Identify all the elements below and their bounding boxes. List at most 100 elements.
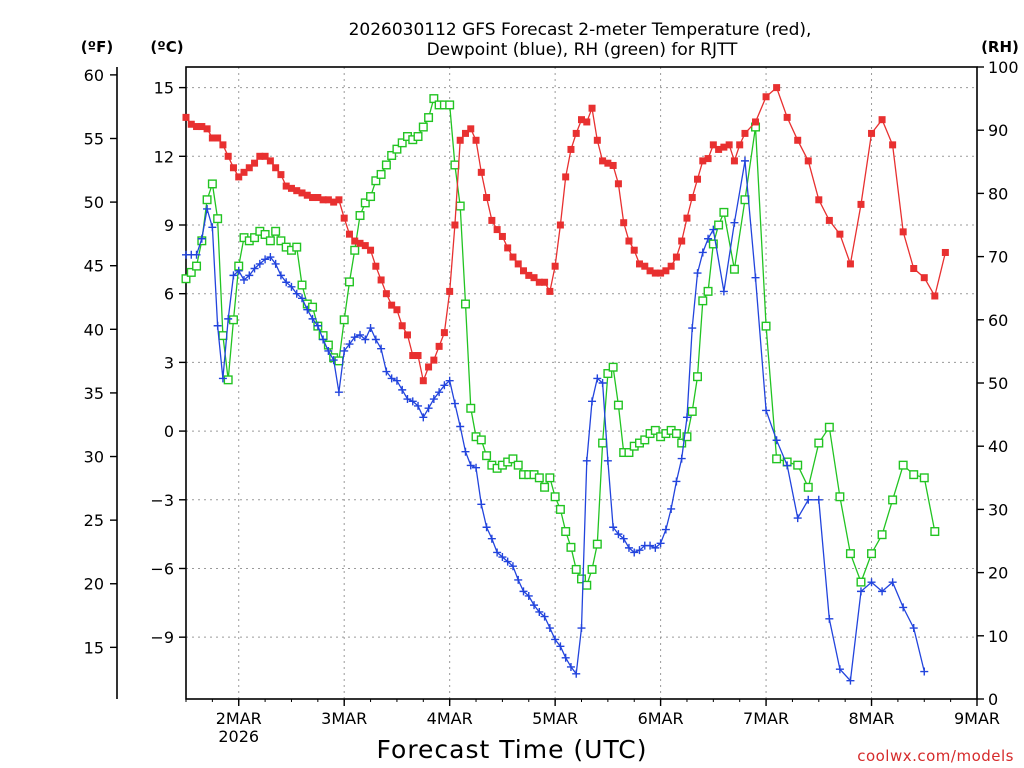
data-point bbox=[303, 305, 312, 314]
data-point bbox=[646, 267, 654, 275]
data-point bbox=[888, 495, 898, 505]
data-point bbox=[482, 451, 492, 461]
data-point bbox=[440, 381, 449, 390]
data-point bbox=[561, 653, 570, 662]
data-point bbox=[608, 362, 618, 372]
data-point bbox=[403, 395, 412, 404]
data-point bbox=[592, 539, 602, 549]
data-point bbox=[878, 587, 887, 596]
data-point bbox=[467, 125, 475, 133]
data-point bbox=[824, 422, 834, 432]
data-point bbox=[377, 276, 385, 284]
data-point bbox=[266, 157, 274, 165]
data-point bbox=[524, 591, 533, 600]
chart-title-line-1: 2026030112 GFS Forecast 2-meter Temperat… bbox=[349, 20, 812, 40]
data-point bbox=[382, 290, 390, 298]
fahrenheit-tick-label: 45 bbox=[84, 257, 104, 276]
data-point bbox=[530, 601, 539, 610]
data-point bbox=[392, 376, 401, 385]
x-tick-label: 3MAR bbox=[321, 709, 367, 728]
data-point bbox=[572, 129, 580, 137]
data-point bbox=[530, 274, 538, 282]
data-point bbox=[224, 152, 232, 160]
data-point bbox=[193, 123, 201, 131]
data-point bbox=[235, 173, 243, 181]
data-point bbox=[593, 136, 601, 144]
data-point bbox=[266, 253, 275, 262]
data-point bbox=[340, 214, 348, 222]
data-point bbox=[360, 198, 370, 208]
data-point bbox=[356, 330, 365, 339]
data-point bbox=[240, 168, 248, 176]
data-point bbox=[657, 269, 665, 277]
data-point bbox=[303, 191, 311, 199]
rh-tick-label: 90 bbox=[988, 121, 1008, 140]
plot-frame bbox=[185, 66, 978, 700]
data-point bbox=[815, 196, 823, 204]
data-point bbox=[472, 136, 480, 144]
data-point bbox=[650, 425, 660, 435]
data-point bbox=[508, 454, 518, 464]
data-point bbox=[671, 429, 681, 439]
data-point bbox=[688, 194, 696, 202]
data-point bbox=[562, 173, 570, 181]
data-point bbox=[845, 549, 855, 559]
celsius-tick-label: 12 bbox=[154, 147, 174, 166]
data-point bbox=[836, 230, 844, 238]
data-point bbox=[387, 374, 396, 383]
data-point bbox=[577, 624, 586, 633]
data-point bbox=[313, 321, 322, 330]
data-point bbox=[740, 156, 749, 165]
data-point bbox=[709, 225, 718, 234]
data-point bbox=[899, 228, 907, 236]
data-point bbox=[577, 574, 587, 584]
series-rh bbox=[181, 94, 940, 590]
data-point bbox=[835, 492, 845, 502]
data-point bbox=[272, 164, 280, 172]
data-point bbox=[361, 242, 369, 250]
data-point bbox=[588, 397, 597, 406]
data-point bbox=[704, 234, 713, 243]
data-point bbox=[920, 274, 928, 282]
data-point bbox=[198, 123, 206, 131]
data-point bbox=[730, 157, 738, 165]
data-point bbox=[682, 432, 692, 442]
data-point bbox=[240, 275, 249, 284]
data-point bbox=[388, 301, 396, 309]
data-point bbox=[619, 534, 628, 543]
data-point bbox=[440, 329, 448, 337]
data-point bbox=[187, 120, 195, 128]
data-point bbox=[197, 234, 206, 243]
data-point bbox=[614, 530, 623, 539]
celsius-unit-label: (ºC) bbox=[150, 38, 183, 56]
data-point bbox=[219, 141, 227, 149]
data-point bbox=[371, 176, 381, 186]
data-point bbox=[455, 201, 465, 211]
data-point bbox=[514, 575, 523, 584]
data-point bbox=[276, 236, 286, 246]
data-point bbox=[571, 564, 581, 574]
data-point bbox=[540, 612, 549, 621]
data-point bbox=[582, 456, 591, 465]
data-point bbox=[783, 461, 792, 470]
data-point bbox=[351, 237, 359, 245]
data-point bbox=[498, 553, 507, 562]
data-point bbox=[330, 198, 338, 206]
data-point bbox=[409, 352, 417, 360]
data-point bbox=[324, 196, 332, 204]
data-point bbox=[477, 500, 486, 509]
fahrenheit-tick-label: 15 bbox=[84, 638, 104, 657]
data-point bbox=[456, 422, 465, 431]
rh-tick-label: 100 bbox=[988, 58, 1019, 77]
data-point bbox=[265, 236, 275, 246]
data-point bbox=[646, 541, 655, 550]
data-point bbox=[393, 306, 401, 314]
data-point bbox=[698, 248, 707, 257]
data-point bbox=[762, 406, 771, 415]
data-point bbox=[223, 375, 233, 385]
rh-tick-label: 20 bbox=[988, 564, 1008, 583]
celsius-tick-label: 15 bbox=[154, 79, 174, 98]
data-point bbox=[445, 376, 454, 385]
data-point bbox=[535, 607, 544, 616]
data-point bbox=[509, 253, 517, 261]
